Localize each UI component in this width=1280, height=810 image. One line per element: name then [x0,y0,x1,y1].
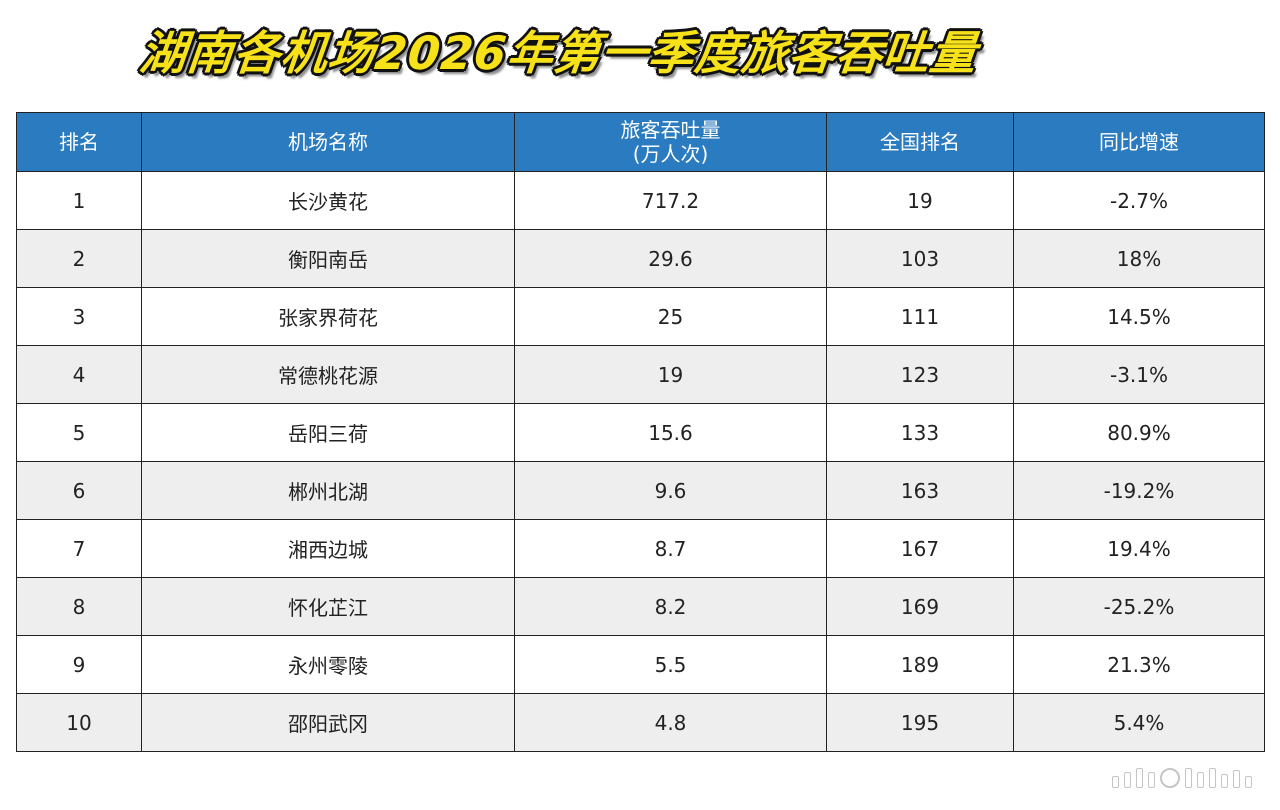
table-row: 1 长沙黄花 717.2 19 -2.7% [16,171,1265,230]
cell-national-rank: 195 [826,693,1014,752]
cell-rank: 10 [16,693,142,752]
header-rank: 排名 [16,112,142,172]
cell-yoy-growth: -19.2% [1013,461,1265,520]
table-row: 9 永州零陵 5.5 189 21.3% [16,635,1265,694]
cell-national-rank: 133 [826,403,1014,462]
watermark-logo [1112,768,1252,788]
header-throughput-unit: (万人次) [632,142,709,166]
table-row: 5 岳阳三荷 15.6 133 80.9% [16,403,1265,462]
cell-throughput: 717.2 [514,171,827,230]
cell-rank: 3 [16,287,142,346]
header-national-rank: 全国排名 [826,112,1014,172]
table-row: 6 郴州北湖 9.6 163 -19.2% [16,461,1265,520]
header-throughput: 旅客吞吐量 (万人次) [514,112,827,172]
cell-yoy-growth: -25.2% [1013,577,1265,636]
cell-yoy-growth: 14.5% [1013,287,1265,346]
page-title: 湖南各机场2026年第一季度旅客吞吐量 [137,26,980,80]
cell-throughput: 8.2 [514,577,827,636]
header-yoy-growth: 同比增速 [1013,112,1265,172]
table-row: 2 衡阳南岳 29.6 103 18% [16,229,1265,288]
cell-throughput: 19 [514,345,827,404]
cell-rank: 9 [16,635,142,694]
cell-national-rank: 169 [826,577,1014,636]
table-row: 4 常德桃花源 19 123 -3.1% [16,345,1265,404]
cell-throughput: 25 [514,287,827,346]
header-throughput-label: 旅客吞吐量 [620,118,721,142]
cell-throughput: 15.6 [514,403,827,462]
cell-airport-name: 郴州北湖 [141,461,515,520]
cell-rank: 7 [16,519,142,578]
airport-throughput-table: 排名 机场名称 旅客吞吐量 (万人次) 全国排名 同比增速 1 长沙黄花 717.2… [16,112,1265,752]
cell-yoy-growth: 19.4% [1013,519,1265,578]
cell-yoy-growth: 18% [1013,229,1265,288]
table-row: 7 湘西边城 8.7 167 19.4% [16,519,1265,578]
cell-airport-name: 湘西边城 [141,519,515,578]
cell-yoy-growth: 21.3% [1013,635,1265,694]
cell-airport-name: 怀化芷江 [141,577,515,636]
cell-airport-name: 长沙黄花 [141,171,515,230]
cell-throughput: 9.6 [514,461,827,520]
cell-rank: 1 [16,171,142,230]
table-row: 3 张家界荷花 25 111 14.5% [16,287,1265,346]
cell-national-rank: 123 [826,345,1014,404]
cell-airport-name: 邵阳武冈 [141,693,515,752]
table-header-row: 排名 机场名称 旅客吞吐量 (万人次) 全国排名 同比增速 [16,112,1265,172]
cell-national-rank: 163 [826,461,1014,520]
cell-yoy-growth: -3.1% [1013,345,1265,404]
cell-throughput: 29.6 [514,229,827,288]
cell-throughput: 4.8 [514,693,827,752]
header-airport-name: 机场名称 [141,112,515,172]
cell-rank: 4 [16,345,142,404]
cell-national-rank: 167 [826,519,1014,578]
cell-throughput: 5.5 [514,635,827,694]
cell-national-rank: 19 [826,171,1014,230]
cell-airport-name: 永州零陵 [141,635,515,694]
cell-national-rank: 189 [826,635,1014,694]
cell-yoy-growth: -2.7% [1013,171,1265,230]
table-row: 10 邵阳武冈 4.8 195 5.4% [16,693,1265,752]
cell-throughput: 8.7 [514,519,827,578]
table-body: 1 长沙黄花 717.2 19 -2.7% 2 衡阳南岳 29.6 103 18% 3 张家界荷花 25… [16,171,1265,752]
cell-yoy-growth: 80.9% [1013,403,1265,462]
cell-airport-name: 张家界荷花 [141,287,515,346]
cell-rank: 5 [16,403,142,462]
cell-rank: 6 [16,461,142,520]
cell-rank: 2 [16,229,142,288]
cell-national-rank: 111 [826,287,1014,346]
cell-airport-name: 常德桃花源 [141,345,515,404]
cell-national-rank: 103 [826,229,1014,288]
cell-yoy-growth: 5.4% [1013,693,1265,752]
cell-airport-name: 岳阳三荷 [141,403,515,462]
cell-rank: 8 [16,577,142,636]
table-row: 8 怀化芷江 8.2 169 -25.2% [16,577,1265,636]
cell-airport-name: 衡阳南岳 [141,229,515,288]
